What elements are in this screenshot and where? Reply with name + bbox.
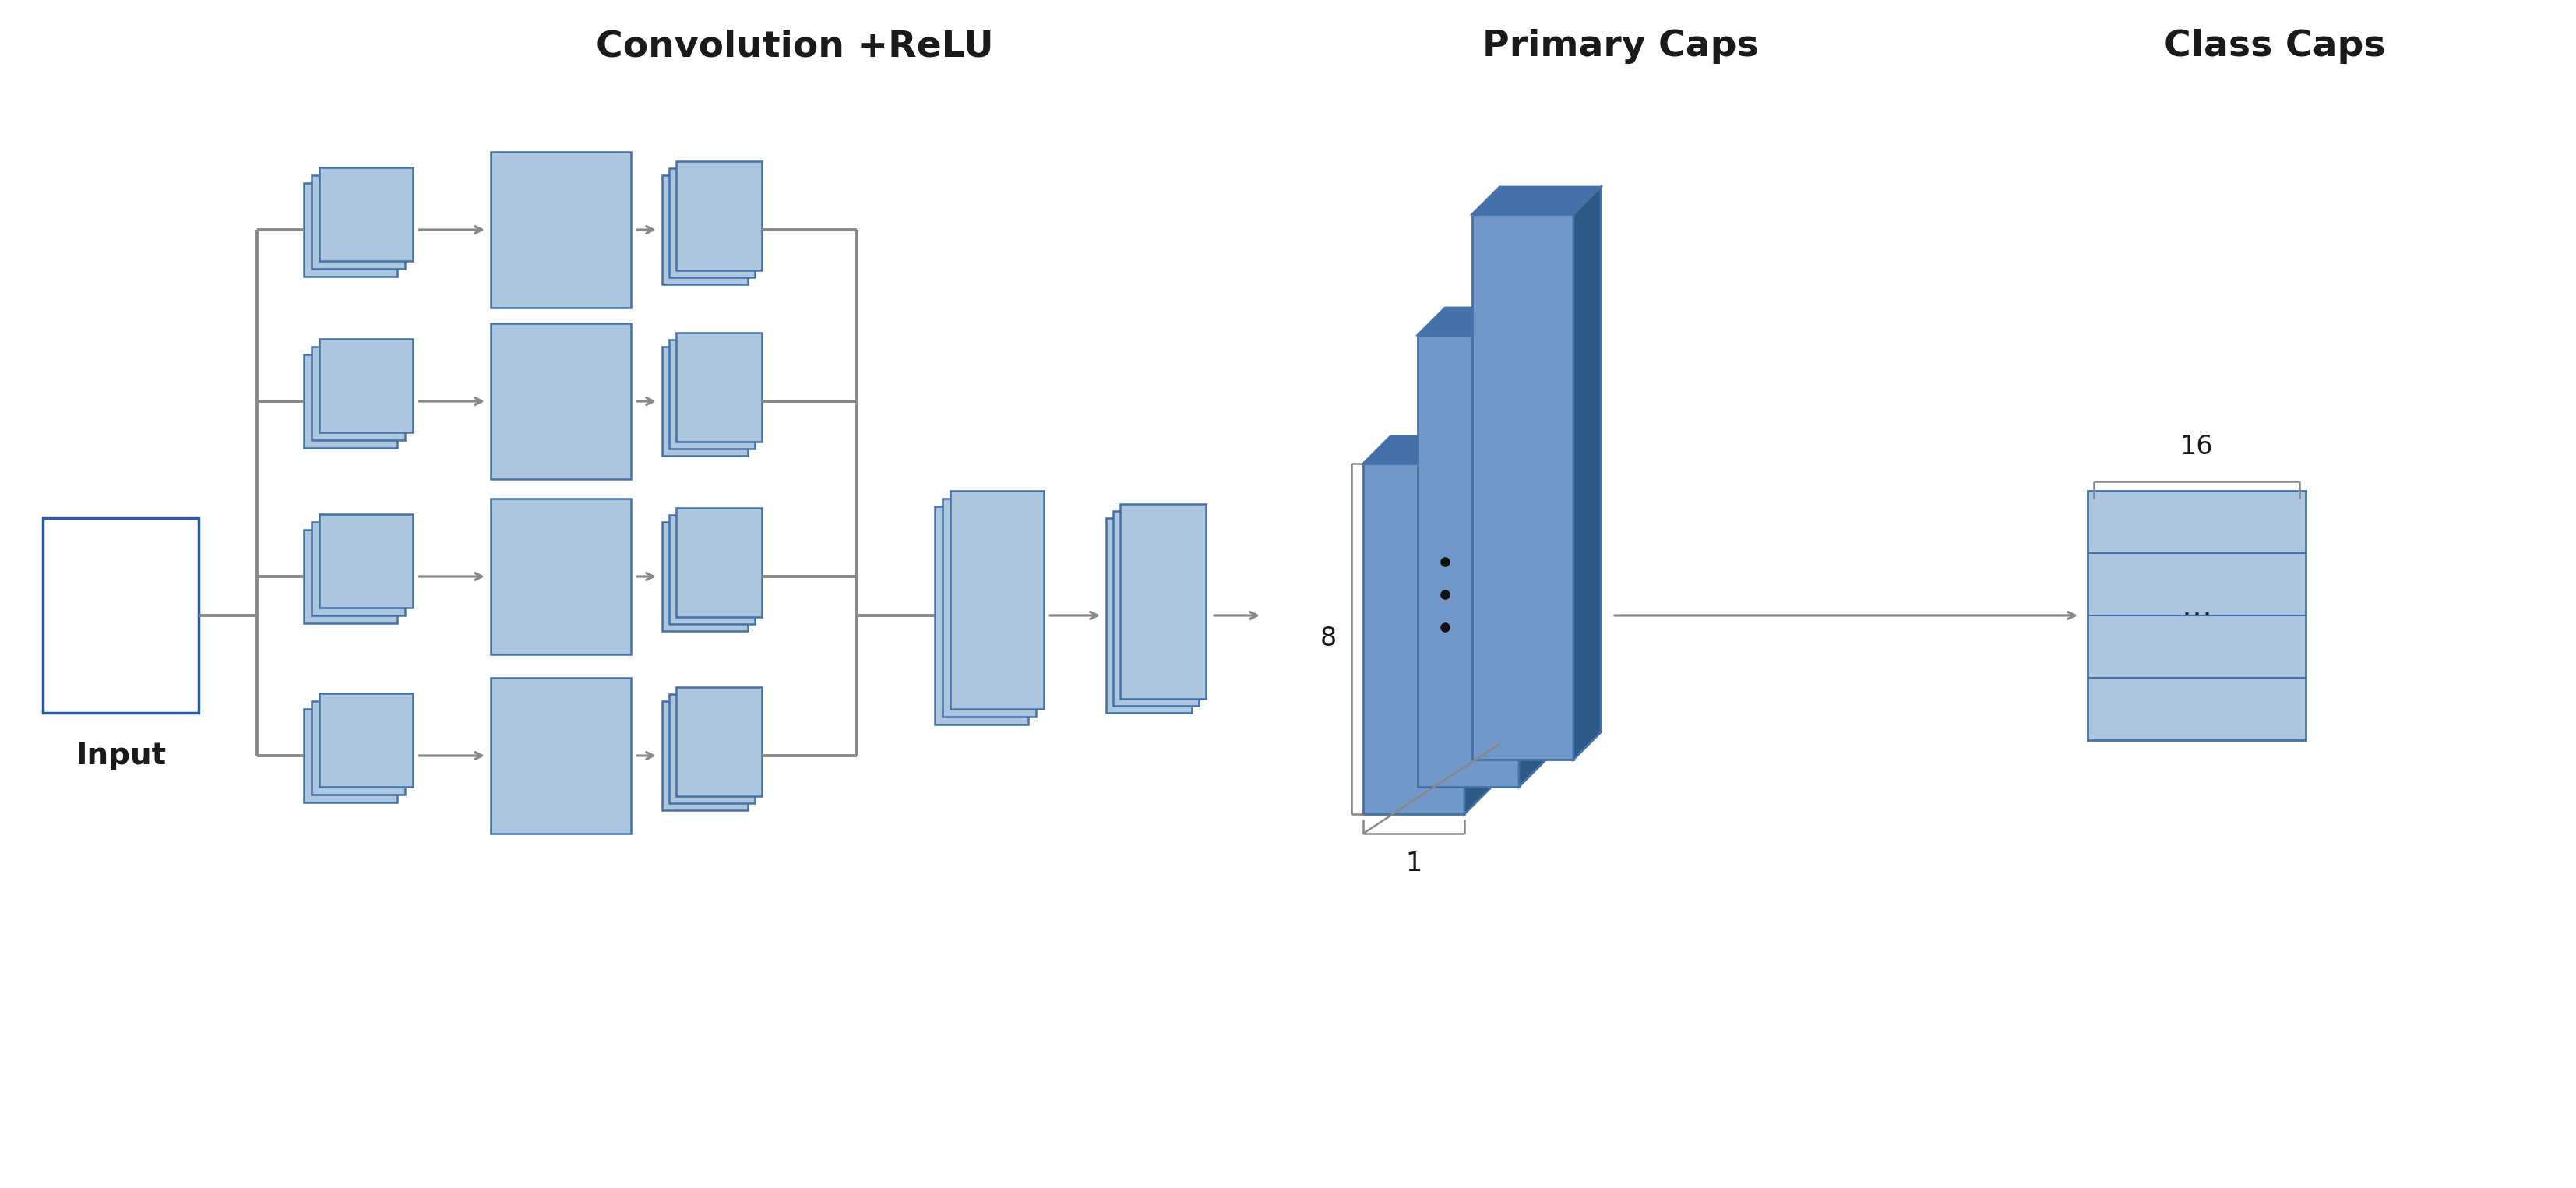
Bar	[662, 522, 747, 631]
Bar	[675, 687, 762, 796]
Bar	[304, 354, 397, 448]
Bar	[319, 168, 412, 261]
Polygon shape	[1363, 436, 1492, 463]
Bar	[675, 508, 762, 617]
Bar	[319, 339, 412, 432]
Text: Primary Caps: Primary Caps	[1481, 30, 1759, 64]
Bar	[304, 530, 397, 624]
Bar	[1105, 518, 1193, 713]
Polygon shape	[1417, 335, 1520, 786]
Text: Input: Input	[75, 741, 165, 771]
Bar	[935, 506, 1028, 725]
Polygon shape	[1520, 308, 1546, 786]
Polygon shape	[1417, 308, 1546, 335]
Polygon shape	[1473, 214, 1574, 759]
Bar	[943, 499, 1036, 716]
Bar	[492, 677, 631, 834]
Bar	[662, 347, 747, 456]
Bar	[670, 169, 755, 277]
Bar	[492, 323, 631, 479]
Bar	[312, 522, 404, 615]
Bar	[44, 518, 198, 713]
Bar	[675, 333, 762, 442]
Bar	[662, 701, 747, 810]
Polygon shape	[1463, 436, 1492, 814]
Text: Class Caps: Class Caps	[2164, 30, 2385, 64]
Polygon shape	[1574, 187, 1600, 759]
Bar	[312, 347, 404, 440]
Text: 1: 1	[1406, 851, 1422, 876]
Bar	[312, 176, 404, 268]
Text: ⋯: ⋯	[2182, 601, 2213, 630]
Bar	[670, 514, 755, 624]
Bar	[304, 709, 397, 802]
Bar	[670, 694, 755, 803]
Bar	[319, 514, 412, 607]
Text: 32: 32	[1510, 739, 1543, 765]
Text: 16: 16	[2179, 434, 2213, 460]
Bar	[1121, 504, 1206, 699]
Bar	[670, 340, 755, 449]
Bar	[2087, 491, 2306, 740]
Bar	[492, 499, 631, 655]
Text: Convolution +ReLU: Convolution +ReLU	[595, 30, 994, 64]
Polygon shape	[1473, 187, 1600, 214]
Text: 8: 8	[1319, 626, 1337, 652]
Bar	[312, 701, 404, 795]
Bar	[319, 694, 412, 786]
Polygon shape	[1363, 463, 1463, 814]
Bar	[662, 176, 747, 284]
Bar	[304, 183, 397, 277]
Bar	[1113, 511, 1198, 706]
Bar	[675, 162, 762, 271]
Bar	[492, 152, 631, 308]
Bar	[951, 491, 1043, 709]
